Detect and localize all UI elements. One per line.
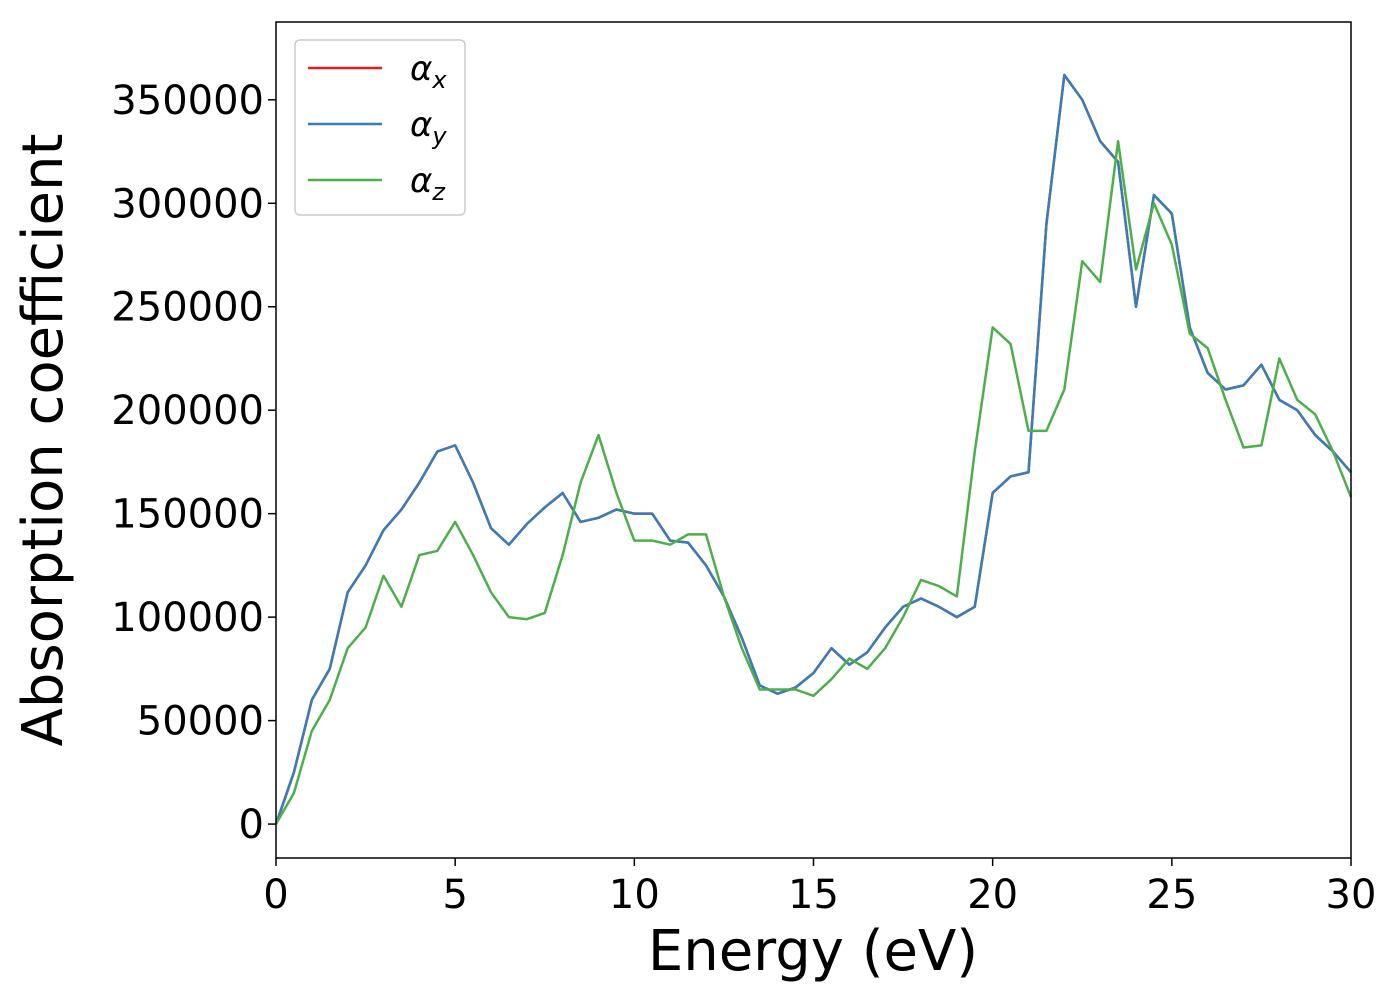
x-tick-label: 15 <box>788 872 839 918</box>
x-tick-label: 0 <box>263 872 288 918</box>
legend-label: αz <box>410 161 446 206</box>
legend: αx αy αz <box>294 39 466 216</box>
y-tick-label: 250000 <box>111 285 264 331</box>
y-tick-label: 150000 <box>111 492 264 538</box>
y-tick-label: 300000 <box>111 181 264 227</box>
y-axis-label: Absorption coefficient <box>11 134 76 747</box>
y-tick-label: 350000 <box>111 78 264 124</box>
plot-frame <box>275 21 1352 859</box>
legend-box <box>294 39 466 216</box>
series-line <box>274 73 1352 825</box>
x-axis-label: Energy (eV) <box>648 919 978 984</box>
legend-label: αy <box>410 105 447 150</box>
x-tick-label: 10 <box>609 872 660 918</box>
y-tick-label: 200000 <box>111 388 264 434</box>
y-tick-label: 100000 <box>111 595 264 641</box>
y-tick-label: 50000 <box>137 699 264 745</box>
x-tick-label: 20 <box>967 872 1018 918</box>
legend-label: αx <box>410 49 447 94</box>
x-tick-label: 25 <box>1146 872 1197 918</box>
x-tick-label: 5 <box>442 872 467 918</box>
y-tick-label: 0 <box>239 802 264 848</box>
x-tick-label: 30 <box>1326 872 1377 918</box>
series-line <box>274 139 1353 825</box>
